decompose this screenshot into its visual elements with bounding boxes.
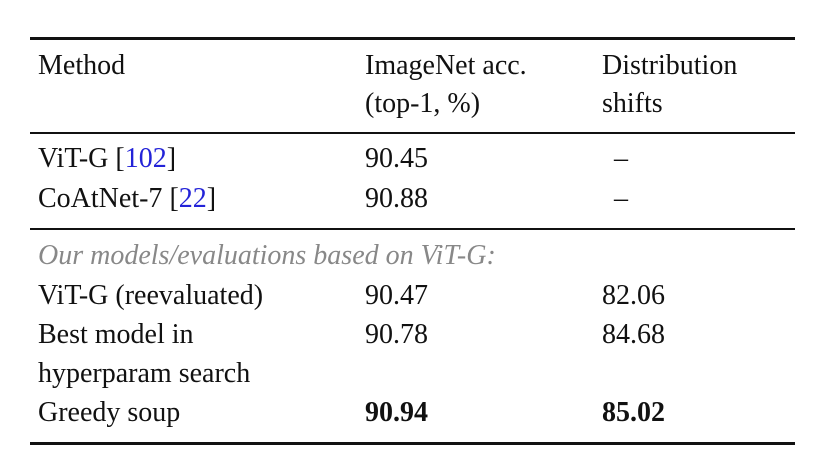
cite-open: [ — [169, 183, 179, 214]
acc-cell: 90.88 — [365, 183, 428, 214]
bottom-rule — [30, 442, 795, 445]
method-cell: Best model in — [38, 319, 194, 350]
citation: 102 — [124, 143, 167, 174]
citation: 22 — [178, 183, 207, 214]
shift-cell: 84.68 — [602, 319, 665, 350]
acc-cell: 90.94 — [365, 397, 428, 428]
section-label: Our models/evaluations based on ViT-G: — [38, 240, 496, 271]
acc-cell: 90.45 — [365, 143, 428, 174]
method-cell: CoAtNet-7 [22] — [38, 183, 216, 215]
top-rule — [30, 37, 795, 40]
method-cell: Greedy soup — [38, 397, 181, 428]
cite-open: [ — [115, 143, 125, 174]
header-rule — [30, 132, 795, 134]
header-cell: ImageNet acc. — [365, 50, 527, 81]
method-cell: ViT-G [102] — [38, 143, 176, 175]
method-cell: ViT-G (reevaluated) — [38, 280, 264, 311]
shift-cell: 82.06 — [602, 280, 665, 311]
header-cell: (top-1, %) — [365, 88, 481, 119]
shift-cell: – — [614, 143, 628, 174]
mid-rule — [30, 228, 795, 230]
method-name: CoAtNet-7 — [38, 183, 163, 214]
shift-cell: – — [614, 183, 628, 214]
header-cell: Distribution — [602, 50, 738, 81]
method-cell: hyperparam search — [38, 358, 251, 389]
method-name: ViT-G — [38, 143, 109, 174]
acc-cell: 90.78 — [365, 319, 428, 350]
header-cell: Method — [38, 50, 126, 81]
cite-close: ] — [166, 143, 177, 174]
cite-close: ] — [206, 183, 217, 214]
acc-cell: 90.47 — [365, 280, 428, 311]
header-cell: shifts — [602, 88, 663, 119]
shift-cell: 85.02 — [602, 397, 665, 428]
